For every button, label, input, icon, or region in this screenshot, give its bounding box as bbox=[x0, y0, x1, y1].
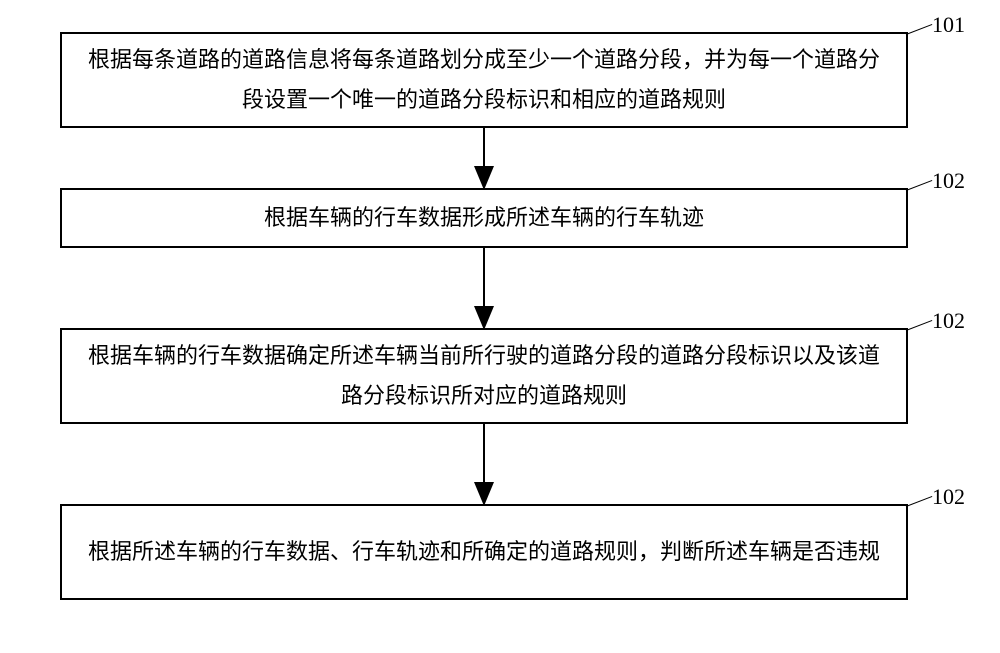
flow-step-text: 根据车辆的行车数据形成所述车辆的行车轨迹 bbox=[82, 198, 886, 238]
label-connector bbox=[906, 496, 932, 507]
flow-step-text: 根据车辆的行车数据确定所述车辆当前所行驶的道路分段的道路分段标识以及该道路分段标… bbox=[82, 336, 886, 415]
flow-step-3: 根据车辆的行车数据确定所述车辆当前所行驶的道路分段的道路分段标识以及该道路分段标… bbox=[60, 328, 908, 424]
step-number-label: 101 bbox=[932, 12, 965, 38]
label-connector bbox=[906, 180, 932, 191]
flowchart-canvas: 根据每条道路的道路信息将每条道路划分成至少一个道路分段，并为每一个道路分段设置一… bbox=[0, 0, 1000, 653]
step-number-label: 102 bbox=[932, 484, 965, 510]
flow-step-1: 根据每条道路的道路信息将每条道路划分成至少一个道路分段，并为每一个道路分段设置一… bbox=[60, 32, 908, 128]
label-connector bbox=[906, 320, 932, 331]
flow-step-2: 根据车辆的行车数据形成所述车辆的行车轨迹 bbox=[60, 188, 908, 248]
label-connector bbox=[906, 24, 932, 35]
flow-step-text: 根据每条道路的道路信息将每条道路划分成至少一个道路分段，并为每一个道路分段设置一… bbox=[82, 40, 886, 119]
step-number-label: 102 bbox=[932, 308, 965, 334]
flow-step-4: 根据所述车辆的行车数据、行车轨迹和所确定的道路规则，判断所述车辆是否违规 bbox=[60, 504, 908, 600]
flow-step-text: 根据所述车辆的行车数据、行车轨迹和所确定的道路规则，判断所述车辆是否违规 bbox=[82, 532, 886, 572]
step-number-label: 102 bbox=[932, 168, 965, 194]
